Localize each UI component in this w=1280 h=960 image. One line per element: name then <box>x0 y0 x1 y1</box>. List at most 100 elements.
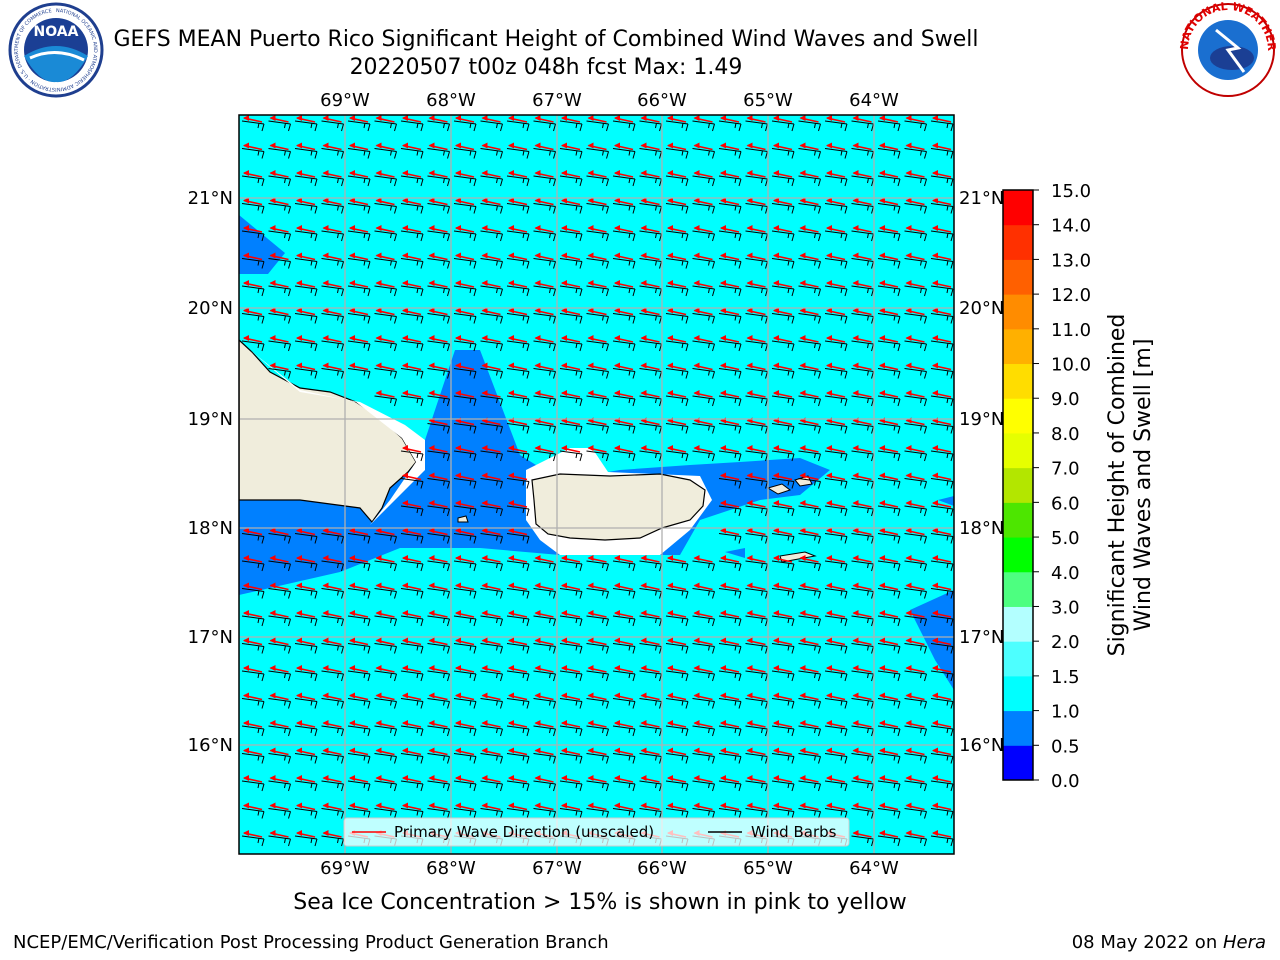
wind-barb <box>533 615 556 627</box>
wave-arrow-head <box>799 610 806 616</box>
wave-arrow-head <box>614 720 620 726</box>
wave-arrow-head <box>667 637 673 644</box>
wind-barb <box>506 120 530 132</box>
wave-arrow-head <box>852 225 859 231</box>
wind-barb <box>771 533 795 544</box>
wind-barb <box>294 120 318 132</box>
wave-arrow-head <box>773 747 779 754</box>
wave-arrow-head <box>455 390 461 396</box>
wave-arrow-head <box>534 802 541 809</box>
wind-barb <box>851 148 874 159</box>
wind-barb <box>374 368 397 379</box>
wave-arrow-head <box>349 362 355 369</box>
wave-arrow-head <box>269 527 276 534</box>
wave-arrow-head <box>799 747 806 754</box>
wind-barb <box>533 368 556 379</box>
wave-arrow-head <box>667 747 673 754</box>
wind-barb <box>453 725 477 737</box>
wind-barb <box>400 478 424 489</box>
wave-arrow-head <box>508 472 514 479</box>
wind-barb <box>427 450 450 462</box>
wind-barb <box>930 230 954 242</box>
wind-barb <box>427 258 450 269</box>
wind-barb <box>374 148 397 159</box>
wind-barb <box>506 505 530 517</box>
wave-arrow-head <box>243 610 249 616</box>
wind-barb <box>824 395 848 407</box>
wave-arrow-head <box>693 445 700 451</box>
wave-arrow-head <box>720 802 726 809</box>
wind-barb <box>771 505 795 517</box>
wave-arrow-head <box>243 197 249 204</box>
wind-barb <box>930 835 954 847</box>
wave-region <box>938 496 954 506</box>
wind-barb <box>851 560 874 572</box>
wave-arrow-head <box>534 775 541 781</box>
wave-arrow-head <box>773 527 779 534</box>
wave-arrow-head <box>375 582 382 589</box>
wind-barb <box>294 368 318 379</box>
wind-barb <box>877 560 901 572</box>
wind-barb <box>692 615 715 627</box>
wind-barb <box>877 203 901 214</box>
wave-arrow-head <box>773 252 779 259</box>
wave-arrow-head <box>905 307 912 314</box>
wind-barb <box>400 643 424 654</box>
wind-barb <box>798 533 821 544</box>
wind-barb <box>347 120 371 132</box>
wind-barb <box>427 230 450 242</box>
wind-barb <box>427 313 450 324</box>
wave-arrow-head <box>269 307 276 314</box>
wave-arrow-head <box>905 830 912 836</box>
wind-barb <box>718 780 742 792</box>
wind-barb <box>241 808 265 819</box>
wind-barb <box>294 615 318 627</box>
wave-arrow-head <box>402 335 408 341</box>
wind-barb <box>241 780 265 792</box>
noaa-logo: NOAA NATIONAL OCEANIC AND ATMOSPHERIC AD… <box>8 2 104 98</box>
wind-barb <box>824 560 848 572</box>
wave-arrow-head <box>269 170 276 176</box>
wind-barb <box>559 588 583 599</box>
lat-label-right: 21°N <box>959 188 1004 209</box>
wind-barb <box>294 533 318 544</box>
wind-barb <box>877 505 901 517</box>
wind-barb <box>506 698 530 709</box>
wind-barb <box>427 148 450 159</box>
wave-arrow-head <box>349 142 355 149</box>
wind-barb <box>559 120 583 132</box>
wind-barb <box>718 258 742 269</box>
wave-arrow-head <box>614 555 620 561</box>
lat-label-right: 19°N <box>959 409 1004 430</box>
wind-barb <box>904 230 927 242</box>
wind-barb <box>851 230 874 242</box>
wave-arrow-head <box>481 692 488 699</box>
wind-barb <box>533 313 556 324</box>
wind-barb <box>453 313 477 324</box>
wind-barb <box>639 175 662 187</box>
wave-arrow-head <box>269 252 276 259</box>
wind-barb <box>851 368 874 379</box>
wave-arrow-head <box>693 582 700 589</box>
wave-arrow-head <box>852 802 859 809</box>
wave-arrow-head <box>852 390 859 396</box>
wave-arrow-head <box>587 610 594 616</box>
wave-arrow-head <box>243 582 249 589</box>
wind-barb <box>533 395 556 407</box>
wind-barb <box>480 670 503 682</box>
wave-arrow-head <box>720 280 726 286</box>
wave-arrow-head <box>826 197 832 204</box>
wind-barb <box>480 808 503 819</box>
wave-arrow-head <box>296 142 302 149</box>
wind-barb <box>798 120 821 132</box>
wind-barb <box>241 285 265 297</box>
wave-arrow-head <box>905 720 912 726</box>
wave-arrow-head <box>879 335 885 341</box>
wind-barb <box>321 203 344 214</box>
wind-barb <box>612 780 636 792</box>
wind-barb <box>400 285 424 297</box>
wave-arrow-head <box>720 115 726 121</box>
wind-barb <box>930 698 954 709</box>
wave-arrow-head <box>481 307 488 314</box>
wave-arrow-head <box>773 142 779 149</box>
